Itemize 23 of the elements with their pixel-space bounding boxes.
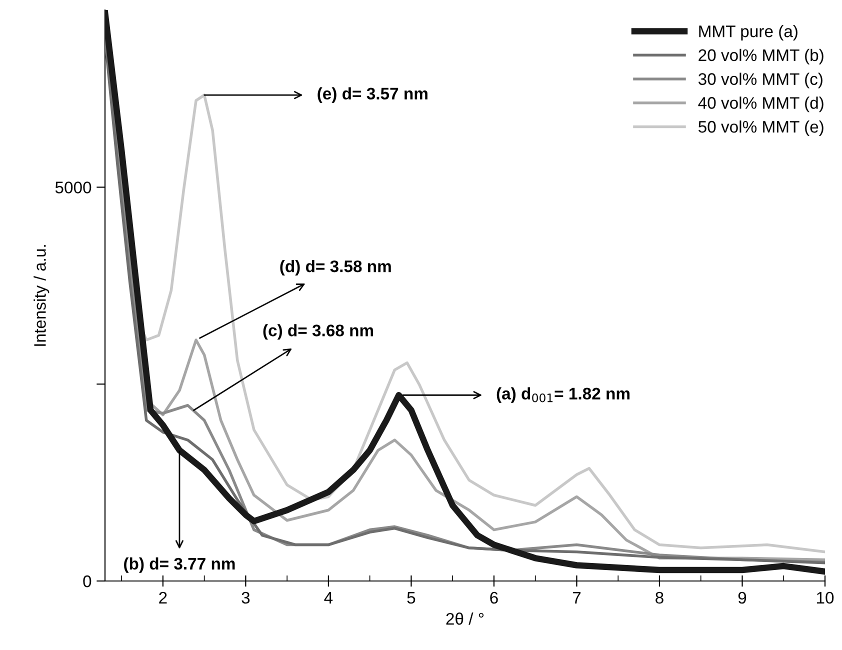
x-tick-label: 3 <box>242 592 250 604</box>
annotation: (b) d= 3.77 nm <box>124 557 235 573</box>
y-tick-label: 5000 <box>55 182 92 194</box>
annotation: (e) d= 3.57 nm <box>318 87 428 103</box>
x-tick-label: 5 <box>407 592 416 604</box>
y-axis-title: Intensity / a.u. <box>34 245 50 346</box>
x-tick-label: 7 <box>572 592 581 604</box>
annotation: (c) d= 3.68 nm <box>263 324 374 340</box>
x-tick-label: 6 <box>490 592 498 604</box>
legend-label: 30 vol% MMT (c) <box>698 72 822 88</box>
x-tick-label: 2 <box>159 592 167 604</box>
x-axis-title: 2θ / ° <box>446 612 484 625</box>
x-tick-label: 4 <box>324 592 333 604</box>
y-tick-label: 0 <box>83 575 92 588</box>
x-tick-label: 9 <box>738 592 746 604</box>
legend-label: 20 vol% MMT (b) <box>698 48 824 64</box>
legend-label: 50 vol% MMT (e) <box>698 120 824 136</box>
x-tick-label: 10 <box>817 592 834 604</box>
x-tick-label: 8 <box>656 592 664 604</box>
legend-label: MMT pure (a) <box>699 25 798 41</box>
annotation: (d) d= 3.58 nm <box>280 260 391 276</box>
annotation: (a) d$_{001}$= 1.82 nm <box>496 387 630 403</box>
legend-label: 40 vol% MMT (d) <box>698 96 824 112</box>
